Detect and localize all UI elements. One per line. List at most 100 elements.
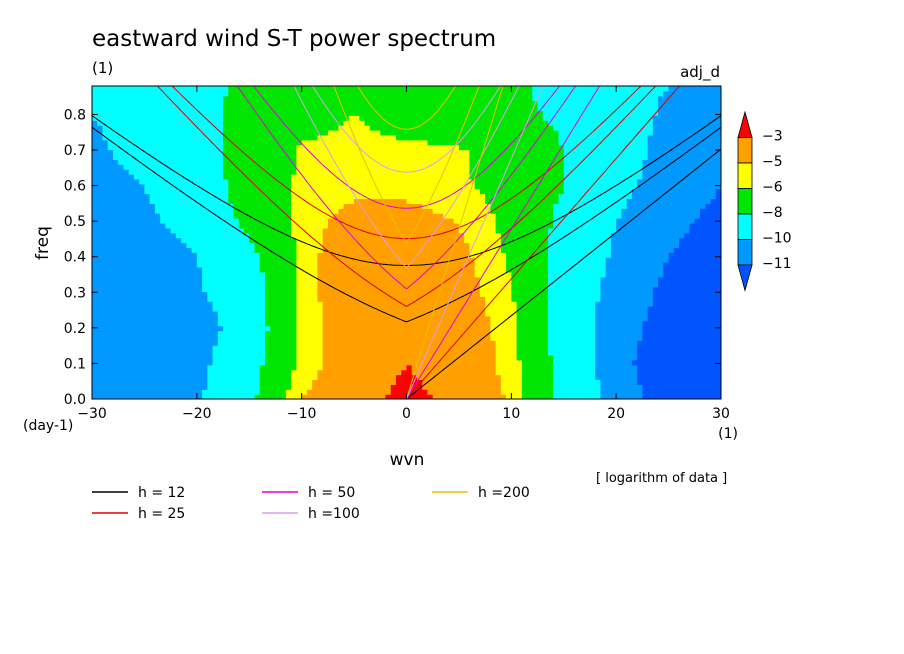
field-cell [338,208,434,214]
field-cell [202,266,261,273]
field-cell [626,198,712,204]
field-cell [196,257,261,263]
field-cell [553,359,596,366]
field-cell [259,369,292,376]
field-cell [228,198,292,204]
field-cell [548,276,602,283]
field-cell [212,354,266,361]
x-tick-label: 20 [607,406,625,422]
field-cell [642,169,721,175]
field-cell [521,384,554,390]
field-cell [521,379,554,385]
y-tick-label: 0.2 [64,321,86,337]
field-cell [548,301,596,307]
field-cell [144,188,229,195]
field-cell [511,286,549,293]
field-cell [175,232,250,239]
field-cell [92,144,109,151]
field-cell [92,320,219,327]
field-cell [652,125,721,131]
field-cell [92,262,198,268]
field-cell [464,232,502,239]
legend-label: h = 12 [138,485,185,501]
dispersion-curve [293,86,407,269]
field-cell [291,188,481,195]
field-cell [563,164,643,170]
field-cell [223,139,303,146]
field-cell [296,154,470,160]
colorbar-swatch [737,213,753,240]
field-cell [369,125,554,131]
field-cell [217,335,266,341]
field-cell [432,208,491,214]
field-cell [642,164,721,170]
field-cell [469,252,507,258]
field-cell [710,198,721,204]
field-cell [553,364,596,371]
field-cell [264,301,298,307]
field-cell [605,262,664,268]
field-cell [637,364,721,371]
field-cell [469,169,565,175]
field-cell [92,110,224,116]
field-cell [92,222,166,229]
field-cell [92,359,214,366]
field-cell [317,134,397,141]
field-cell [516,354,554,361]
field-cell [92,208,156,214]
field-cell [92,252,198,258]
dispersion-curve [406,126,721,323]
field-cell [322,315,491,322]
field-cell [647,134,721,141]
x-axis-unit: (1) [718,426,738,442]
field-cell [511,271,549,278]
colorbar-label: −11 [762,256,792,272]
field-cell [296,149,470,156]
field-cell [406,198,486,204]
field-cell [668,86,721,92]
field-cell [679,242,721,248]
field-cell [233,208,292,214]
y-tick-label: 0.0 [64,392,86,408]
field-cell [312,379,397,385]
field-cell [343,120,366,126]
x-axis-label: wvn [390,450,425,470]
field-cell [249,232,292,239]
field-cell [149,198,229,204]
field-cell [548,242,612,248]
field-cell [637,340,721,346]
field-cell [558,139,649,146]
colorbar-top-arrow [737,110,753,138]
field-cell [233,203,292,209]
colorbar-label: −10 [762,231,792,247]
field-cell [228,178,292,185]
field-cell [652,120,721,126]
field-cell [506,262,549,268]
field-cell [322,340,497,346]
field-cell [296,306,324,312]
field-cell [264,315,298,322]
field-cell [202,271,266,278]
field-cell [322,350,497,356]
legend-label: h = 50 [308,485,355,501]
field-cell [207,384,261,390]
field-cell [217,330,266,337]
field-cell [285,389,308,395]
field-cell [647,139,721,146]
field-cell [474,178,565,185]
field-cell [228,183,292,190]
field-cell [479,286,512,293]
field-cell [291,203,345,209]
field-cell [359,115,544,121]
colorbar-label: −6 [762,180,783,196]
field-cell [637,374,721,381]
field-cell [500,374,523,381]
field-cell [631,188,717,195]
field-cell [92,139,109,146]
dispersion-curves [92,86,721,399]
field-cell [92,213,161,219]
field-cell [548,120,654,126]
field-cell [259,262,298,268]
field-cell [296,340,324,346]
